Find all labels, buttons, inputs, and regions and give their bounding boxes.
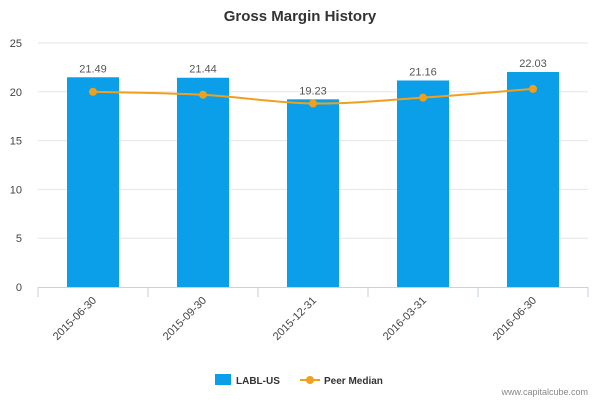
bars bbox=[67, 71, 559, 288]
peer-median-point bbox=[419, 93, 427, 102]
x-axis bbox=[37, 287, 589, 297]
x-axis-ticks: 2015-06-30 2015-09-30 2015-12-31 2016-03-31… bbox=[51, 295, 539, 343]
y-axis-ticks: 0 5 10 15 20 25 bbox=[10, 38, 22, 294]
y-tick-label: 10 bbox=[10, 184, 22, 196]
x-tick-label: 2015-12-31 bbox=[271, 295, 319, 343]
chart-title: Gross Margin History bbox=[224, 8, 377, 25]
peer-median-point bbox=[309, 99, 317, 108]
peer-median-point bbox=[199, 90, 207, 99]
data-label: 21.44 bbox=[189, 64, 217, 76]
legend-swatch-labl-us bbox=[215, 374, 231, 385]
data-label: 21.49 bbox=[79, 63, 107, 75]
data-label: 19.23 bbox=[299, 85, 327, 97]
data-label: 21.16 bbox=[409, 66, 437, 78]
x-tick-label: 2016-03-31 bbox=[381, 295, 429, 343]
legend-label-peer-median: Peer Median bbox=[324, 376, 383, 387]
y-tick-label: 0 bbox=[16, 282, 22, 294]
legend: LABL-US Peer Median bbox=[215, 374, 383, 387]
bar bbox=[507, 71, 559, 287]
peer-median-line-layer bbox=[89, 84, 537, 108]
x-tick-label: 2015-09-30 bbox=[161, 295, 209, 343]
bar bbox=[287, 99, 339, 287]
bar bbox=[397, 80, 449, 288]
bar bbox=[177, 77, 229, 287]
legend-label-labl-us: LABL-US bbox=[236, 376, 280, 387]
y-tick-label: 20 bbox=[10, 87, 22, 99]
data-label: 22.03 bbox=[519, 58, 547, 70]
y-tick-label: 25 bbox=[10, 38, 22, 50]
data-labels: 21.49 21.44 19.23 21.16 22.03 bbox=[79, 58, 547, 97]
x-tick-label: 2015-06-30 bbox=[51, 295, 99, 343]
legend-swatch-peer-median-marker bbox=[306, 376, 314, 384]
y-tick-label: 5 bbox=[16, 233, 22, 245]
peer-median-point bbox=[89, 87, 97, 96]
y-tick-label: 15 bbox=[10, 136, 22, 148]
x-tick-label: 2016-06-30 bbox=[491, 295, 539, 343]
bar bbox=[67, 77, 119, 287]
peer-median-point bbox=[529, 84, 537, 93]
watermark: www.capitalcube.com bbox=[500, 387, 588, 397]
